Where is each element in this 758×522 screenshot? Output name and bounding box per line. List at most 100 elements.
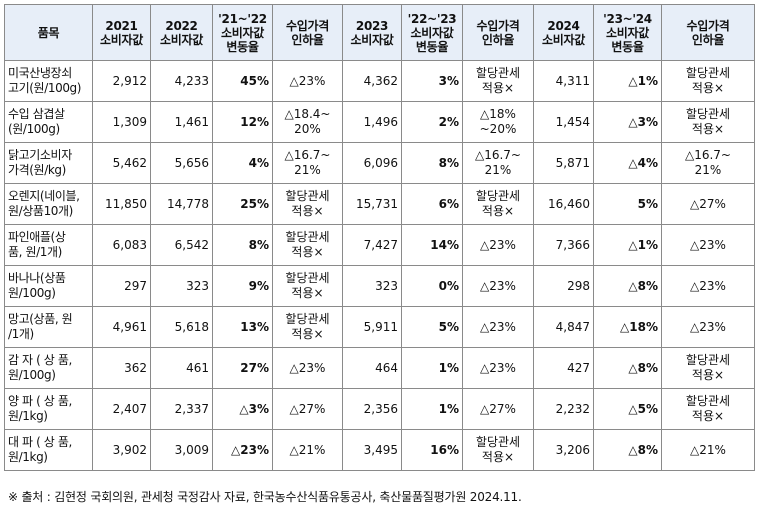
cell-price-2021: 2,407: [92, 388, 151, 430]
cell-import-cut-2023: △18% ~20%: [462, 101, 534, 143]
cell-import-cut-2024: 할당관세 적용×: [661, 101, 755, 143]
cell-price-2023: 2,356: [342, 388, 402, 430]
header-price-2022: 2022 소비자값: [150, 4, 213, 61]
cell-price-2022: 5,618: [150, 306, 213, 348]
cell-price-2021: 3,902: [92, 429, 151, 471]
header-change-21-22: '21~'22 소비자값 변동율: [212, 4, 273, 61]
cell-item: 감 자 ( 상 품, 원/100g): [4, 347, 93, 389]
cell-change-23-24: △8%: [593, 429, 662, 471]
cell-change-23-24: △1%: [593, 224, 662, 266]
cell-price-2024: 4,311: [533, 60, 594, 102]
cell-price-2024: 427: [533, 347, 594, 389]
cell-price-2022: 6,542: [150, 224, 213, 266]
cell-item: 대 파 ( 상 품, 원/1kg): [4, 429, 93, 471]
cell-change-22-23: 0%: [401, 265, 463, 307]
header-import-cut-2024: 수입가격 인하율: [661, 4, 755, 61]
cell-import-cut-2022: 할당관세 적용×: [272, 183, 343, 225]
cell-change-21-22: 12%: [212, 101, 273, 143]
cell-import-cut-2022: △21%: [272, 429, 343, 471]
cell-change-22-23: 6%: [401, 183, 463, 225]
cell-price-2022: 461: [150, 347, 213, 389]
table-row: 파인애플(상 품, 원/1개) 6,083 6,542 8% 할당관세 적용× 7,427 14…: [4, 224, 755, 266]
cell-import-cut-2023: △23%: [462, 306, 534, 348]
cell-price-2024: 16,460: [533, 183, 594, 225]
table-row: 오렌지(네이블, 원/상품10개) 11,850 14,778 25% 할당관세 적용× 15…: [4, 183, 755, 225]
table-row: 감 자 ( 상 품, 원/100g) 362 461 27% △23% 464 1% △23% 4…: [4, 347, 755, 389]
cell-item: 양 파 ( 상 품, 원/1kg): [4, 388, 93, 430]
cell-price-2021: 297: [92, 265, 151, 307]
cell-change-23-24: △3%: [593, 101, 662, 143]
cell-import-cut-2022: 할당관세 적용×: [272, 306, 343, 348]
cell-price-2022: 5,656: [150, 142, 213, 184]
cell-price-2023: 464: [342, 347, 402, 389]
cell-price-2021: 6,083: [92, 224, 151, 266]
cell-change-21-22: △23%: [212, 429, 273, 471]
cell-import-cut-2024: △27%: [661, 183, 755, 225]
cell-price-2021: 4,961: [92, 306, 151, 348]
cell-item: 망고(상품, 원/1개): [4, 306, 93, 348]
cell-import-cut-2023: △23%: [462, 347, 534, 389]
table-row: 닭고기소비자 가격(원/kg) 5,462 5,656 4% △16.7~ 21% 6,096…: [4, 142, 755, 184]
cell-item: 오렌지(네이블, 원/상품10개): [4, 183, 93, 225]
cell-change-21-22: 4%: [212, 142, 273, 184]
cell-change-23-24: △5%: [593, 388, 662, 430]
header-item: 품목: [4, 4, 93, 61]
cell-change-23-24: 5%: [593, 183, 662, 225]
cell-import-cut-2023: 할당관세 적용×: [462, 183, 534, 225]
cell-item: 미국산냉장쇠 고기(원/100g): [4, 60, 93, 102]
cell-import-cut-2024: 할당관세 적용×: [661, 388, 755, 430]
cell-price-2024: 7,366: [533, 224, 594, 266]
table-row: 미국산냉장쇠 고기(원/100g) 2,912 4,233 45% △23% 4,362 3%…: [4, 60, 755, 102]
cell-item: 파인애플(상 품, 원/1개): [4, 224, 93, 266]
cell-price-2023: 7,427: [342, 224, 402, 266]
cell-price-2021: 1,309: [92, 101, 151, 143]
cell-change-21-22: 27%: [212, 347, 273, 389]
cell-import-cut-2024: △23%: [661, 306, 755, 348]
cell-import-cut-2022: △23%: [272, 347, 343, 389]
cell-import-cut-2022: △16.7~ 21%: [272, 142, 343, 184]
cell-price-2024: 3,206: [533, 429, 594, 471]
cell-import-cut-2023: △23%: [462, 224, 534, 266]
cell-price-2022: 323: [150, 265, 213, 307]
header-price-2024: 2024 소비자값: [533, 4, 594, 61]
header-change-23-24: '23~'24 소비자값 변동율: [593, 4, 662, 61]
cell-change-22-23: 3%: [401, 60, 463, 102]
cell-price-2023: 6,096: [342, 142, 402, 184]
cell-import-cut-2022: 할당관세 적용×: [272, 224, 343, 266]
cell-price-2023: 323: [342, 265, 402, 307]
cell-price-2021: 2,912: [92, 60, 151, 102]
cell-change-22-23: 8%: [401, 142, 463, 184]
cell-import-cut-2024: △23%: [661, 224, 755, 266]
header-import-cut-2023: 수입가격 인하율: [462, 4, 534, 61]
cell-import-cut-2022: △27%: [272, 388, 343, 430]
price-comparison-table: 품목 2021 소비자값 2022 소비자값 '21~'22 소비자값 변동율 수입가격 인하율 2…: [4, 4, 755, 471]
cell-change-22-23: 14%: [401, 224, 463, 266]
table-row: 대 파 ( 상 품, 원/1kg) 3,902 3,009 △23% △21% 3,495 1…: [4, 429, 755, 471]
cell-price-2021: 362: [92, 347, 151, 389]
cell-import-cut-2022: △23%: [272, 60, 343, 102]
cell-change-23-24: △1%: [593, 60, 662, 102]
cell-change-22-23: 1%: [401, 347, 463, 389]
header-import-cut-2022: 수입가격 인하율: [272, 4, 343, 61]
cell-change-23-24: △18%: [593, 306, 662, 348]
cell-price-2023: 4,362: [342, 60, 402, 102]
cell-change-23-24: △8%: [593, 347, 662, 389]
cell-change-23-24: △8%: [593, 265, 662, 307]
cell-change-21-22: 45%: [212, 60, 273, 102]
table-body: 미국산냉장쇠 고기(원/100g) 2,912 4,233 45% △23% 4,362 3%…: [4, 60, 755, 471]
header-price-2021: 2021 소비자값: [92, 4, 151, 61]
cell-change-23-24: △4%: [593, 142, 662, 184]
cell-price-2023: 5,911: [342, 306, 402, 348]
cell-price-2021: 5,462: [92, 142, 151, 184]
table-row: 바나나(상품 원/100g) 297 323 9% 할당관세 적용× 323 0% △23% 298…: [4, 265, 755, 307]
header-price-2023: 2023 소비자값: [342, 4, 402, 61]
cell-import-cut-2024: △21%: [661, 429, 755, 471]
cell-price-2024: 2,232: [533, 388, 594, 430]
cell-import-cut-2023: 할당관세 적용×: [462, 60, 534, 102]
table-header: 품목 2021 소비자값 2022 소비자값 '21~'22 소비자값 변동율 수입가격 인하율 2…: [4, 4, 755, 61]
table-row: 수입 삼겹살 (원/100g) 1,309 1,461 12% △18.4~ 20% 1,49…: [4, 101, 755, 143]
cell-import-cut-2023: △23%: [462, 265, 534, 307]
cell-item: 수입 삼겹살 (원/100g): [4, 101, 93, 143]
cell-import-cut-2023: 할당관세 적용×: [462, 429, 534, 471]
source-footnote: ※ 출처 : 김현정 국회의원, 관세청 국정감사 자료, 한국농수산식품유통공…: [8, 490, 522, 504]
